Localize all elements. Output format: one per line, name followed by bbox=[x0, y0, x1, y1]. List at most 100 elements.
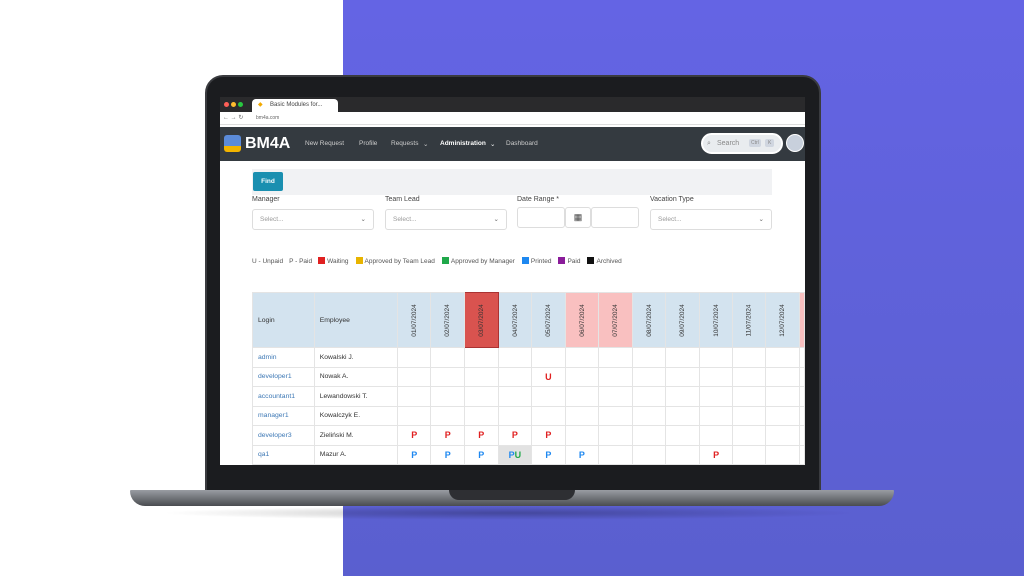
day-cell[interactable] bbox=[631, 347, 667, 368]
day-cell[interactable]: P bbox=[396, 425, 432, 446]
login-link[interactable]: qa1 bbox=[252, 444, 315, 465]
day-cell[interactable] bbox=[698, 405, 734, 426]
day-cell[interactable] bbox=[698, 386, 734, 407]
day-cell[interactable] bbox=[430, 386, 466, 407]
day-cell[interactable]: P bbox=[464, 444, 499, 465]
day-cell[interactable] bbox=[665, 347, 700, 368]
day-cell[interactable]: P bbox=[430, 444, 466, 465]
day-cell[interactable] bbox=[531, 386, 566, 407]
day-cell[interactable] bbox=[396, 366, 432, 387]
day-cell[interactable]: P bbox=[564, 444, 600, 465]
date-header[interactable]: 06/07/2024 bbox=[564, 292, 600, 348]
nav-administration[interactable]: Administration bbox=[440, 140, 486, 147]
day-cell[interactable]: P bbox=[430, 425, 466, 446]
employee-header[interactable]: Employee bbox=[313, 292, 398, 348]
day-cell[interactable] bbox=[564, 386, 600, 407]
day-cell[interactable] bbox=[765, 405, 800, 426]
day-cell[interactable] bbox=[396, 386, 432, 407]
day-cell[interactable] bbox=[698, 366, 734, 387]
day-cell[interactable] bbox=[430, 405, 466, 426]
day-cell[interactable] bbox=[765, 444, 800, 465]
day-cell[interactable] bbox=[430, 366, 466, 387]
day-cell[interactable] bbox=[665, 386, 700, 407]
day-cell[interactable] bbox=[598, 405, 633, 426]
date-header[interactable]: 02/07/2024 bbox=[430, 292, 466, 348]
day-cell[interactable] bbox=[732, 405, 767, 426]
date-header[interactable]: 10/07/2024 bbox=[698, 292, 734, 348]
date-header[interactable]: 01/07/2024 bbox=[396, 292, 432, 348]
day-cell[interactable] bbox=[665, 425, 700, 446]
day-cell[interactable] bbox=[698, 347, 734, 368]
login-link[interactable]: manager1 bbox=[252, 405, 315, 426]
day-cell[interactable] bbox=[464, 366, 499, 387]
address-bar[interactable]: ← → ↻ bm4a.com bbox=[220, 112, 805, 125]
search-input[interactable]: ⌕ Search Ctrl K bbox=[701, 133, 783, 154]
day-cell[interactable] bbox=[464, 347, 499, 368]
logo-text[interactable]: BM4A bbox=[245, 135, 291, 152]
day-cell[interactable] bbox=[665, 405, 700, 426]
day-cell[interactable] bbox=[598, 386, 633, 407]
nav-requests[interactable]: Requests bbox=[391, 140, 419, 147]
day-cell[interactable] bbox=[665, 444, 700, 465]
day-cell[interactable] bbox=[598, 366, 633, 387]
day-cell[interactable] bbox=[430, 347, 466, 368]
login-link[interactable]: accountant1 bbox=[252, 386, 315, 407]
login-link[interactable]: developer1 bbox=[252, 366, 315, 387]
day-cell[interactable] bbox=[464, 386, 499, 407]
browser-tab[interactable]: ◆ Basic Modules for... bbox=[252, 99, 338, 112]
login-link[interactable]: admin bbox=[252, 347, 315, 368]
day-cell[interactable] bbox=[598, 444, 633, 465]
date-to-input[interactable] bbox=[591, 207, 639, 228]
day-cell[interactable] bbox=[765, 366, 800, 387]
day-cell[interactable]: U bbox=[531, 366, 566, 387]
day-cell[interactable] bbox=[564, 347, 600, 368]
nav-arrows-icon[interactable]: ← → ↻ bbox=[223, 115, 244, 121]
day-cell[interactable] bbox=[497, 405, 533, 426]
day-cell[interactable] bbox=[497, 347, 533, 368]
day-cell[interactable] bbox=[732, 386, 767, 407]
day-cell[interactable] bbox=[732, 444, 767, 465]
nav-new-request[interactable]: New Request bbox=[305, 140, 345, 147]
day-cell[interactable] bbox=[497, 366, 533, 387]
day-cell[interactable]: P bbox=[396, 444, 432, 465]
close-window-icon[interactable] bbox=[224, 102, 229, 107]
day-cell[interactable] bbox=[396, 405, 432, 426]
day-cell[interactable] bbox=[732, 425, 767, 446]
url-text[interactable]: bm4a.com bbox=[256, 115, 280, 121]
day-cell[interactable] bbox=[564, 366, 600, 387]
day-cell[interactable]: P bbox=[531, 425, 566, 446]
nav-dashboard[interactable]: Dashboard bbox=[506, 140, 538, 147]
day-cell[interactable] bbox=[564, 425, 600, 446]
day-cell[interactable] bbox=[765, 425, 800, 446]
day-cell[interactable] bbox=[396, 347, 432, 368]
day-cell[interactable] bbox=[765, 386, 800, 407]
avatar[interactable] bbox=[786, 134, 804, 152]
day-cell[interactable] bbox=[631, 444, 667, 465]
day-cell[interactable]: P bbox=[464, 425, 499, 446]
day-cell[interactable]: P bbox=[497, 425, 533, 446]
date-header[interactable]: 05/07/2024 bbox=[531, 292, 566, 348]
nav-profile[interactable]: Profile bbox=[359, 140, 378, 147]
day-cell[interactable] bbox=[665, 366, 700, 387]
day-cell[interactable] bbox=[732, 366, 767, 387]
day-cell[interactable] bbox=[531, 405, 566, 426]
login-link[interactable]: developer3 bbox=[252, 425, 315, 446]
calendar-icon[interactable]: ▦ bbox=[565, 207, 591, 228]
day-cell[interactable] bbox=[464, 405, 499, 426]
manager-select[interactable]: Select... ⌄ bbox=[252, 209, 374, 230]
day-cell[interactable] bbox=[598, 425, 633, 446]
day-cell[interactable] bbox=[497, 386, 533, 407]
maximize-window-icon[interactable] bbox=[238, 102, 243, 107]
day-cell[interactable] bbox=[564, 405, 600, 426]
date-header[interactable]: 04/07/2024 bbox=[497, 292, 533, 348]
day-cell[interactable] bbox=[531, 347, 566, 368]
date-header[interactable]: 03/07/2024 bbox=[464, 292, 499, 348]
day-cell[interactable] bbox=[631, 405, 667, 426]
date-header[interactable]: 12/07/2024 bbox=[765, 292, 800, 348]
day-cell[interactable]: P bbox=[698, 444, 734, 465]
login-header[interactable]: Login bbox=[252, 292, 315, 348]
date-header[interactable]: 09/07/2024 bbox=[665, 292, 700, 348]
day-cell[interactable] bbox=[765, 347, 800, 368]
date-header[interactable]: 07/07/2024 bbox=[598, 292, 633, 348]
find-button[interactable]: Find bbox=[253, 172, 283, 191]
